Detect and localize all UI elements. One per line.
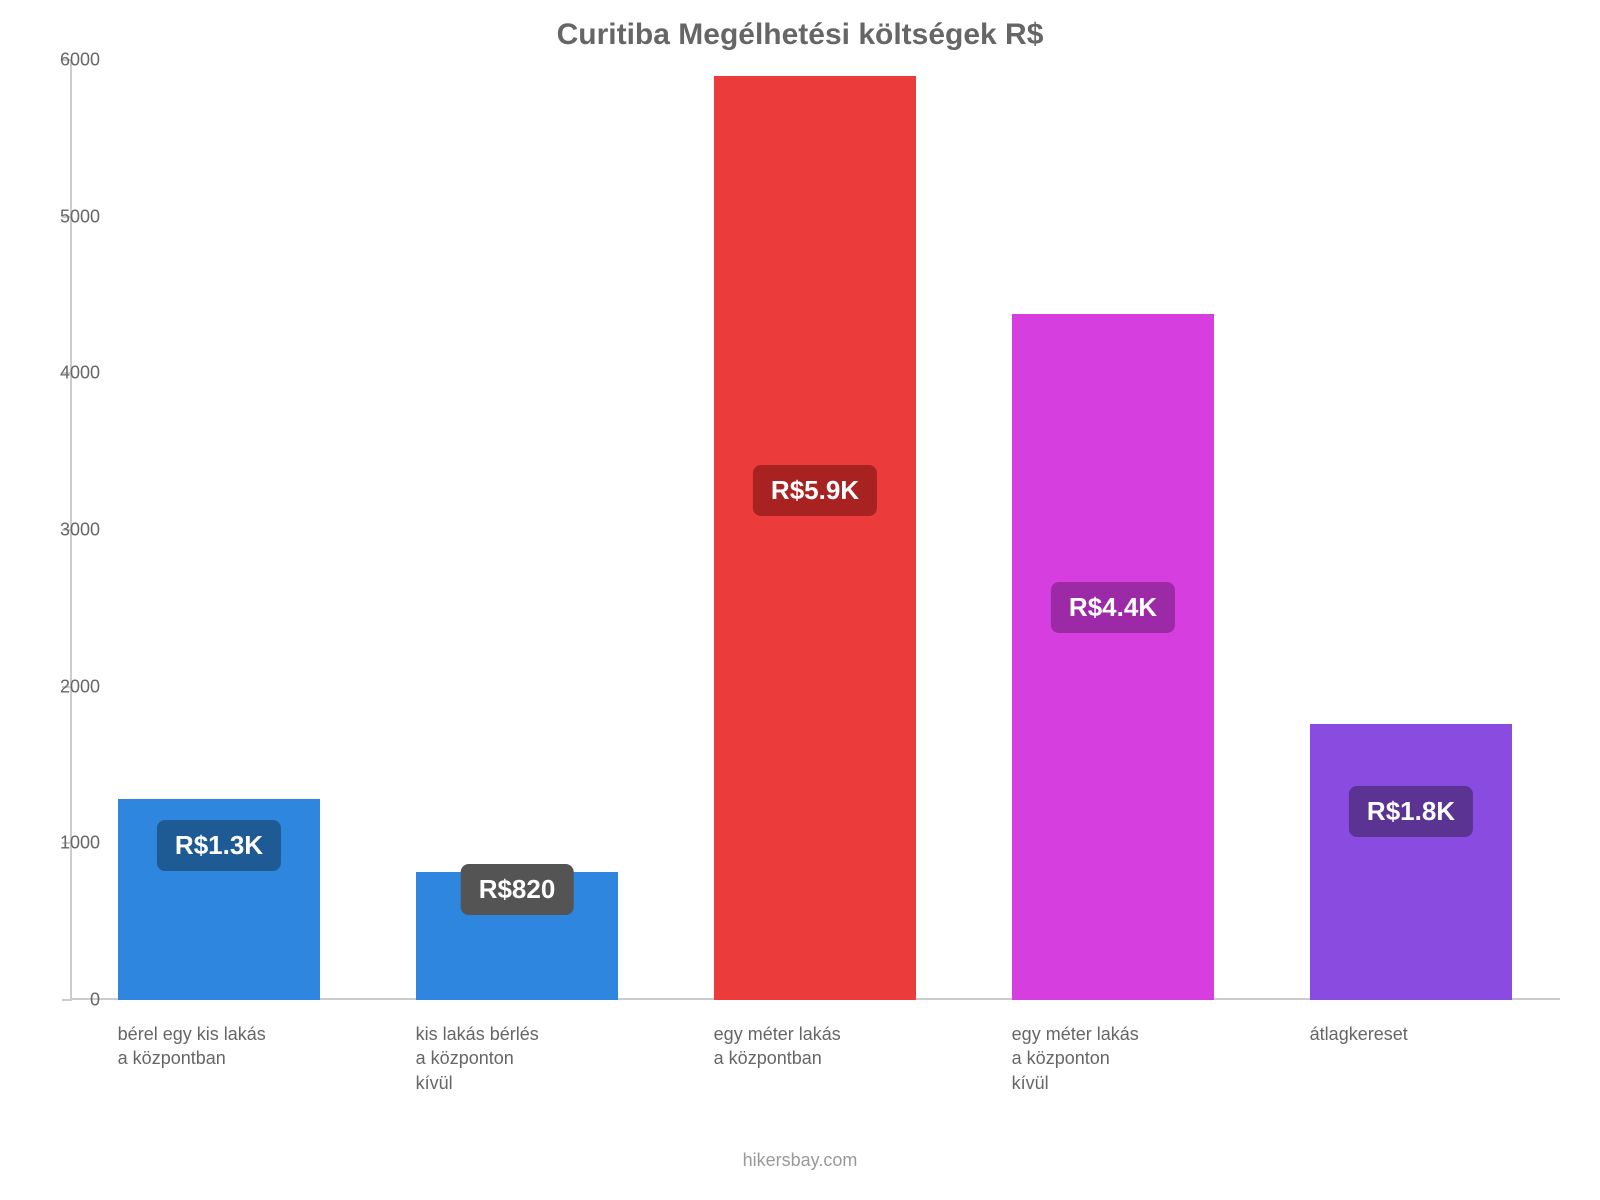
x-category-label: bérel egy kis lakás a központban bbox=[118, 1000, 321, 1071]
x-category-label: átlagkereset bbox=[1310, 1000, 1513, 1046]
y-tick-label: 0 bbox=[90, 990, 100, 1011]
attribution-text: hikersbay.com bbox=[0, 1150, 1600, 1171]
x-category-label: egy méter lakás a központon kívül bbox=[1012, 1000, 1215, 1095]
y-tick bbox=[62, 999, 72, 1001]
x-category-label: egy méter lakás a központban bbox=[714, 1000, 917, 1071]
cost-of-living-chart: Curitiba Megélhetési költségek R$ R$1.3K… bbox=[0, 0, 1600, 1200]
x-category-label: kis lakás bérlés a központon kívül bbox=[416, 1000, 619, 1095]
y-tick-label: 4000 bbox=[60, 363, 100, 384]
bar bbox=[1012, 314, 1215, 1000]
value-badge: R$4.4K bbox=[1051, 582, 1175, 633]
chart-title: Curitiba Megélhetési költségek R$ bbox=[0, 18, 1600, 52]
value-badge: R$5.9K bbox=[753, 465, 877, 516]
y-tick-label: 6000 bbox=[60, 50, 100, 71]
y-tick-label: 5000 bbox=[60, 206, 100, 227]
bar bbox=[714, 76, 917, 1000]
y-tick-label: 1000 bbox=[60, 833, 100, 854]
value-badge: R$820 bbox=[461, 864, 574, 915]
y-tick-label: 2000 bbox=[60, 676, 100, 697]
y-tick-label: 3000 bbox=[60, 520, 100, 541]
bar bbox=[1310, 724, 1513, 1000]
value-badge: R$1.3K bbox=[157, 820, 281, 871]
value-badge: R$1.8K bbox=[1349, 786, 1473, 837]
plot-area: R$1.3Kbérel egy kis lakás a központbanR$… bbox=[70, 60, 1560, 1000]
